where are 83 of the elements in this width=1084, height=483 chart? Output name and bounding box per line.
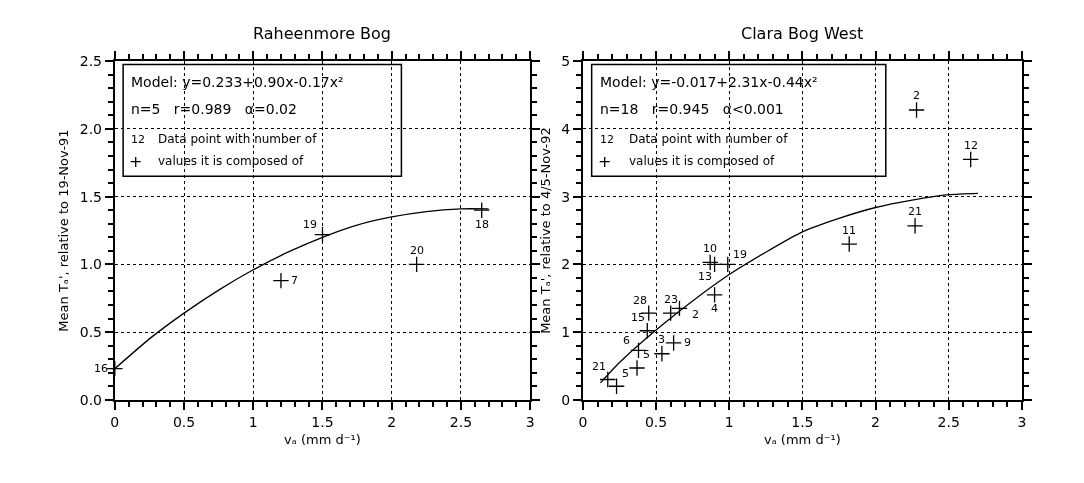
annotation: 2 (913, 89, 920, 102)
annotation: 16 (94, 362, 108, 375)
annotation: 20 (410, 244, 424, 257)
annotation: 6 (623, 334, 630, 347)
annotation: 2 (692, 308, 699, 321)
annotation: Data point with number of (629, 132, 789, 146)
point (701, 254, 719, 271)
x-tick-label: 2.5 (937, 413, 960, 430)
annotation: n=5 r=0.989 α=0.02 (131, 101, 297, 117)
point (653, 345, 671, 363)
point (272, 272, 290, 289)
annotation: 12 (964, 139, 978, 152)
annotation: 12 (600, 133, 614, 146)
annotation: 19 (733, 248, 747, 261)
x-tick-label: 1.5 (791, 413, 814, 430)
annotation: + (129, 152, 143, 171)
y-tick-label: 3 (561, 188, 571, 205)
x-tick-label: 3 (1017, 413, 1027, 430)
annotation: 5 (622, 367, 629, 380)
annotation: 21 (908, 205, 922, 218)
x-tick-label: 1.5 (311, 413, 334, 430)
y-axis-title: Mean Tₐ', relative to 4/5-Nov-92 (537, 127, 553, 334)
point (473, 201, 491, 219)
annotation: + (598, 152, 612, 171)
y-axis-title: Mean Tₐ', relative to 19-Nov-91 (56, 129, 72, 332)
point (719, 256, 737, 273)
x-tick-label: 0 (110, 413, 120, 430)
x-tick-label: 2 (871, 413, 881, 430)
point (840, 235, 858, 253)
point (706, 256, 723, 273)
annotation: 18 (475, 218, 489, 231)
chart-title: Clara Bog West (741, 24, 864, 43)
y-tick-label: 2 (561, 256, 571, 273)
x-tick-label: 0.5 (644, 413, 668, 430)
y-tick-label: 2.0 (79, 120, 103, 137)
annotation: Model: y=0.233+0.90x-0.17x² (131, 74, 344, 90)
annotation: 4 (711, 302, 718, 315)
point (662, 304, 680, 322)
annotation: 9 (684, 336, 691, 349)
point (962, 151, 980, 168)
y-tick-label: 1 (561, 324, 571, 340)
annotation: 15 (631, 311, 645, 324)
annotation: 3 (658, 333, 665, 346)
point (314, 226, 331, 243)
point (408, 256, 425, 273)
annotation: 19 (303, 218, 317, 231)
x-tick-label: 1 (248, 413, 258, 430)
annotation: 21 (592, 360, 606, 373)
point (908, 101, 925, 119)
x-axis-title: vₐ (mm d⁻¹) (763, 431, 841, 447)
annotation: 12 (131, 133, 145, 146)
y-tick-label: 1.0 (79, 256, 103, 273)
x-tick-label: 0.5 (172, 413, 196, 430)
annotation: Data point with number of (158, 132, 318, 146)
point (906, 217, 924, 235)
point (630, 342, 647, 359)
point (665, 334, 682, 352)
annotation: 28 (633, 294, 647, 307)
x-tick-label: 0 (578, 413, 588, 430)
annotation: 10 (703, 242, 717, 255)
x-tick-label: 3 (525, 413, 535, 430)
y-tick-label: 2.5 (79, 53, 103, 70)
y-tick-label: 0.0 (79, 391, 103, 408)
chart-title: Raheenmore Bog (253, 24, 391, 43)
y-tick-label: 0 (561, 391, 571, 408)
y-tick-label: 0.5 (79, 324, 103, 340)
x-axis-title: vₐ (mm d⁻¹) (284, 431, 361, 447)
y-tick-label: 5 (561, 53, 571, 70)
point (628, 359, 646, 377)
x-tick-label: 2 (387, 413, 397, 430)
annotation: 11 (842, 224, 856, 237)
y-tick-label: 4 (561, 120, 571, 137)
annotation: 23 (664, 293, 678, 306)
annotation: n=18 r=0.945 α<0.001 (600, 101, 784, 117)
annotation: values it is composed of (158, 154, 305, 168)
annotation: 13 (698, 270, 712, 283)
annotation: 7 (291, 274, 298, 287)
x-tick-label: 2.5 (449, 413, 473, 430)
point (706, 286, 723, 304)
x-tick-label: 1 (724, 413, 734, 430)
y-tick-label: 1.5 (79, 188, 103, 205)
annotation: values it is composed of (629, 154, 776, 168)
annotation: Model: y=-0.017+2.31x-0.44x² (600, 74, 818, 90)
